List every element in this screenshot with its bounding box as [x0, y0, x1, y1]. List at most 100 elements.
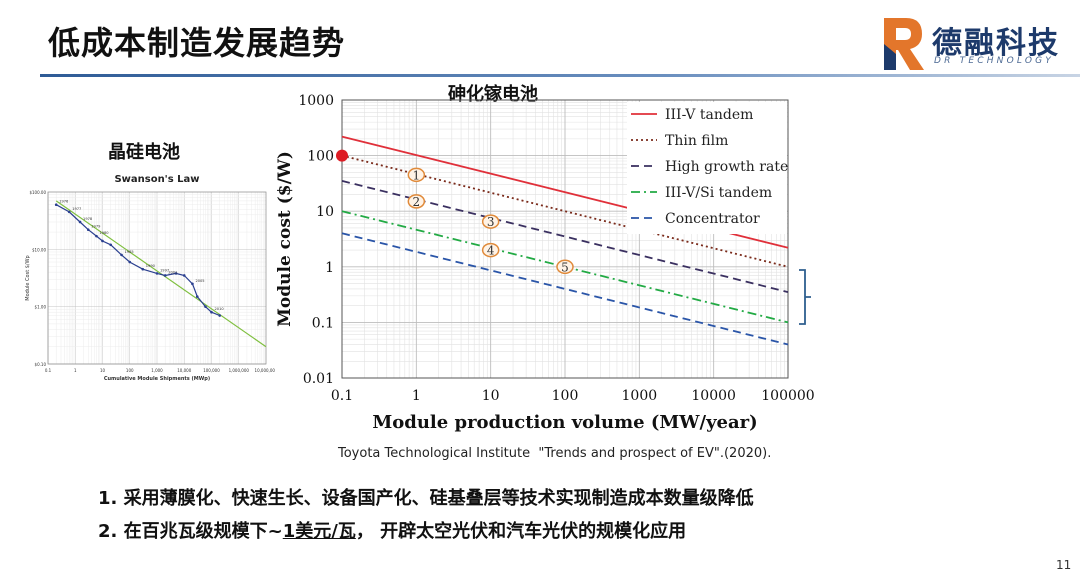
annotation-label: 5 [561, 260, 569, 274]
legend-label: High growth rate [665, 159, 788, 175]
data-point [120, 253, 123, 257]
x-tick-label: 1000 [622, 388, 658, 404]
x-tick-label: 10000 [691, 388, 736, 404]
bullet-number: 2. [98, 521, 118, 542]
x-tick-label: 1,000 [151, 368, 163, 373]
year-label: 2005 [195, 279, 204, 283]
annotation-marker [407, 167, 426, 183]
x-tick-label: 100 [552, 388, 579, 404]
x-tick-label: 10,000 [177, 368, 191, 373]
legend-label: III-V tandem [665, 107, 753, 123]
data-point [128, 260, 132, 264]
bullet-highlight: 1美元/瓦 [282, 521, 356, 542]
legend-label: III-V/Si tandem [665, 185, 772, 201]
y-tick-label: $10.00 [32, 247, 46, 252]
x-axis-label: Cumulative Module Shipments (MWp) [104, 376, 210, 382]
data-point [182, 274, 186, 277]
year-label: 1985 [125, 250, 134, 254]
series-line [341, 232, 789, 346]
trend-line [55, 200, 267, 348]
legend-box [627, 102, 787, 234]
x-tick-label: 100 [126, 368, 134, 373]
x-tick-label: 10 [100, 368, 106, 373]
year-label: 2001 [168, 270, 177, 274]
year-label: 1978 [83, 217, 93, 221]
bullet-2: 2. 在百兆瓦级规模下~1美元/瓦， 开辟太空光伏和汽车光伏的规模化应用 [98, 515, 754, 548]
bullet-text: 采用薄膜化、快速生长、设备国产化、硅基叠层等技术实现制造成本数量级降低 [123, 488, 754, 509]
annotation-label: 4 [487, 244, 495, 258]
x-tick-label: 0.1 [45, 368, 52, 373]
data-point [78, 220, 82, 224]
silicon-chart-heading: 晶硅电池 [108, 142, 180, 163]
x-tick-label: 0.1 [331, 388, 353, 404]
y-tick-label: 1000 [298, 93, 334, 109]
annotation-marker [481, 214, 500, 229]
annotation-marker [407, 194, 426, 209]
year-label: 1979 [91, 225, 101, 229]
year-label: 2010 [215, 307, 225, 311]
citation: Toyota Technological Institute "Trends a… [338, 446, 772, 461]
x-tick-label: 10 [482, 388, 500, 404]
title-divider [40, 74, 1080, 77]
x-tick-label: 100,000 [203, 368, 220, 373]
logo-subtitle: DR TECHNOLOGY [934, 56, 1054, 66]
data-point [141, 267, 145, 271]
year-label: 1990 [146, 264, 156, 268]
x-axis-label: Module production volume (MW/year) [372, 412, 757, 433]
data-point [163, 274, 167, 277]
y-tick-label: 100 [307, 149, 334, 165]
legend-label: Thin film [665, 133, 728, 149]
legend-label: Concentrator [665, 211, 760, 227]
x-tick-label: 1,000,000 [229, 368, 250, 373]
annotation-marker [481, 242, 500, 258]
y-tick-label: 0.01 [303, 371, 334, 387]
data-point [95, 234, 98, 238]
x-tick-label: 1 [412, 388, 421, 404]
bullet-1: 1. 采用薄膜化、快速生长、设备国产化、硅基叠层等技术实现制造成本数量级降低 [98, 482, 754, 515]
annotation-marker [556, 259, 574, 275]
data-point [101, 239, 104, 243]
annotation-label: 3 [487, 215, 495, 229]
data-point [67, 210, 71, 214]
swanson-chart: Swanson's Law 0.1 1 10 100 1,000 10,000 100,000… [25, 174, 275, 382]
data-point [191, 282, 194, 286]
annotation-label: 2 [413, 195, 421, 209]
y-axis-label: Module cost ($/W) [275, 151, 295, 327]
bullet-list: 1. 采用薄膜化、快速生长、设备国产化、硅基叠层等技术实现制造成本数量级降低 2… [98, 482, 754, 548]
bullet-text: 在百兆瓦级规模下~ [123, 521, 283, 542]
y-tick-label: $100.00 [29, 190, 46, 195]
x-tick-label: 10,000,000 [255, 368, 275, 373]
y-tick-label: 0.1 [312, 315, 334, 331]
y-tick-label: $0.10 [35, 362, 47, 367]
year-label: 1997 [160, 268, 169, 272]
data-point [210, 310, 213, 314]
x-tick-label: 100000 [761, 388, 814, 404]
plot-frame [341, 99, 789, 379]
data-point [174, 272, 178, 275]
data-point [218, 314, 222, 317]
logo-mark-icon [884, 18, 924, 70]
start-point-marker [336, 149, 348, 162]
bullet-number: 1. [98, 488, 118, 509]
y-tick-label: 10 [316, 204, 334, 220]
plot-frame [47, 191, 267, 365]
bullet-text-tail: ， 开辟太空光伏和汽车光伏的规模化应用 [355, 521, 687, 542]
y-tick-label: 1 [325, 260, 334, 276]
year-label: 1976 [59, 200, 69, 204]
page-number: 11 [1056, 558, 1072, 572]
data-point [155, 272, 159, 275]
x-tick-label: 1 [74, 368, 77, 373]
year-label: 1977 [72, 207, 81, 211]
module-cost-chart: 0.1 1 10 100 1000 10000 10000010001001010.10.0… [275, 93, 815, 433]
series-line [341, 180, 789, 293]
company-logo: 德融科技 DR TECHNOLOGY [880, 12, 1070, 72]
range-bracket [799, 269, 811, 325]
annotation-label: 1 [413, 168, 421, 182]
logo-name: 德融科技 [932, 26, 1060, 61]
y-axis-label: Module Cost $/Wp [25, 255, 31, 300]
data-point [54, 203, 58, 207]
page-title: 低成本制造发展趋势 [48, 24, 346, 62]
data-point [86, 228, 90, 232]
chart-title: Swanson's Law [114, 174, 199, 185]
y-tick-label: $1.00 [35, 305, 47, 310]
